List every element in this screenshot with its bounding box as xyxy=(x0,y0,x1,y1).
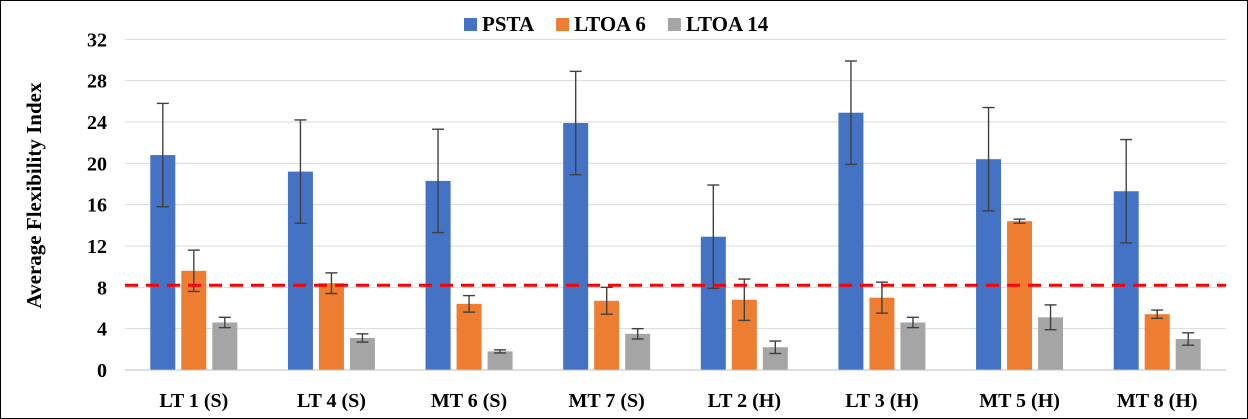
y-tick-label: 16 xyxy=(87,195,107,217)
legend-swatch xyxy=(556,18,570,31)
legend-swatch xyxy=(667,18,681,31)
x-tick-label: MT 8 (H) xyxy=(1117,390,1198,412)
bar-ltoa-14 xyxy=(487,351,513,370)
bar-ltoa-6 xyxy=(456,303,482,370)
y-tick-label: 4 xyxy=(97,319,107,341)
bar-ltoa-6 xyxy=(318,283,344,370)
bar-ltoa-14 xyxy=(762,347,788,370)
axes: 0 4 8 12 16 20 24 28 32 Average Flexibility Index… xyxy=(22,29,1226,412)
y-tick-label: 0 xyxy=(97,360,107,382)
x-tick-label: MT 7 (S) xyxy=(569,390,645,412)
x-tick-label: LT 3 (H) xyxy=(845,390,918,412)
x-tick-label: MT 6 (S) xyxy=(431,390,507,412)
bar-ltoa-14 xyxy=(349,337,375,370)
bar-ltoa-14 xyxy=(900,322,926,370)
y-tick-label: 28 xyxy=(87,71,107,93)
y-tick-label: 32 xyxy=(87,29,107,51)
x-tick-label: LT 1 (S) xyxy=(159,390,228,412)
bar-ltoa-14 xyxy=(212,322,238,370)
x-tick-label: MT 5 (H) xyxy=(979,390,1060,412)
legend: PSTA LTOA 6 LTOA 14 xyxy=(464,12,769,36)
legend-label: PSTA xyxy=(482,12,535,36)
y-axis-title: Average Flexibility Index xyxy=(22,82,46,308)
bar-ltoa-6 xyxy=(1144,314,1170,370)
legend-label: LTOA 6 xyxy=(574,12,646,36)
y-tick-label: 20 xyxy=(87,153,107,175)
bar-ltoa-14 xyxy=(625,333,651,370)
y-tick-label: 12 xyxy=(87,236,107,258)
x-tick-label: LT 4 (S) xyxy=(297,390,366,412)
legend-label: LTOA 14 xyxy=(686,12,769,36)
y-tick-label: 24 xyxy=(87,112,107,134)
bar-ltoa-6 xyxy=(1007,221,1033,370)
legend-swatch xyxy=(464,18,477,31)
bars xyxy=(150,60,1201,371)
y-tick-label: 8 xyxy=(97,277,107,299)
x-tick-label: LT 2 (H) xyxy=(708,390,781,412)
